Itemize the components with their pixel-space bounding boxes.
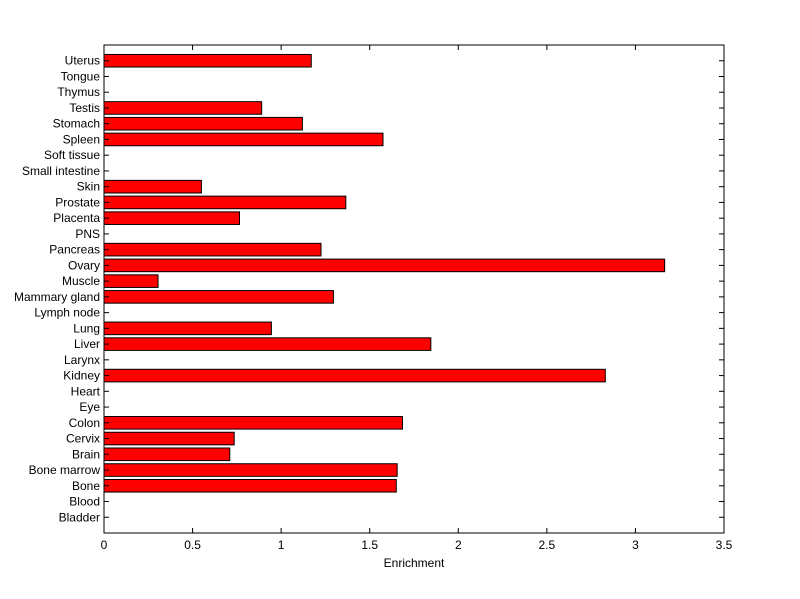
x-tick-label: 1: [278, 538, 285, 552]
bar: [103, 179, 202, 194]
bar: [103, 53, 312, 68]
plot-frame: [103, 44, 725, 534]
y-tick-label: Skin: [77, 180, 100, 194]
y-tick-label: Soft tissue: [44, 148, 100, 162]
y-tick-label: Muscle: [62, 274, 100, 288]
y-tick-label: Stomach: [53, 117, 100, 131]
y-tick-label: Ovary: [68, 258, 100, 272]
y-tick-label: Lung: [73, 321, 100, 335]
bar: [103, 211, 241, 225]
y-tick-label: Heart: [71, 384, 101, 398]
y-tick-label: Eye: [79, 400, 100, 414]
y-tick-label: Pancreas: [49, 243, 100, 257]
bar: [103, 416, 403, 430]
x-tick-label: 2.5: [539, 538, 556, 552]
y-tick-label: Lymph node: [34, 306, 100, 320]
x-axis-label: Enrichment: [384, 556, 445, 570]
y-tick-label: Liver: [74, 337, 100, 351]
bar: [103, 258, 666, 273]
y-tick-label: Thymus: [57, 85, 100, 99]
y-tick-label: Larynx: [64, 353, 100, 367]
y-tick-label: Tongue: [61, 69, 101, 83]
bar: [103, 463, 398, 477]
x-axis-ticks: 0 0.5 1 1.5 2 2.5 3 3.5: [101, 45, 733, 552]
y-tick-label: Bladder: [59, 510, 100, 524]
x-tick-label: 0.5: [184, 538, 201, 552]
y-tick-label: PNS: [75, 227, 100, 241]
x-tick-label: 3: [632, 538, 639, 552]
y-tick-label: Blood: [69, 495, 100, 509]
x-tick-label: 3.5: [716, 538, 733, 552]
bar: [103, 337, 432, 351]
y-tick-label: Prostate: [55, 195, 100, 209]
y-tick-label: Kidney: [63, 369, 100, 383]
bar: [103, 478, 397, 493]
bar: [103, 368, 606, 383]
y-tick-label: Bone marrow: [29, 463, 101, 477]
bar: [103, 431, 235, 446]
y-tick-label: Brain: [72, 447, 100, 461]
y-tick-label: Testis: [69, 101, 100, 115]
x-tick-label: 0: [101, 538, 108, 552]
y-tick-label: Placenta: [53, 211, 100, 225]
bar: [103, 195, 347, 210]
y-tick-label: Uterus: [65, 54, 100, 68]
bar: [103, 321, 272, 336]
x-tick-label: 1.5: [361, 538, 378, 552]
bar: [103, 116, 303, 131]
bar: [103, 447, 231, 462]
y-tick-label: Small intestine: [22, 164, 100, 178]
bar: [103, 132, 384, 147]
y-tick-label: Mammary gland: [14, 290, 100, 304]
x-tick-label: 2: [455, 538, 462, 552]
y-tick-label: Bone: [72, 479, 100, 493]
y-tick-label: Spleen: [63, 132, 100, 146]
y-tick-label: Cervix: [66, 432, 100, 446]
bar: [103, 242, 322, 257]
bar: [103, 290, 334, 304]
y-tick-label: Colon: [69, 416, 100, 430]
bar: [103, 274, 159, 288]
bar: [103, 101, 263, 115]
